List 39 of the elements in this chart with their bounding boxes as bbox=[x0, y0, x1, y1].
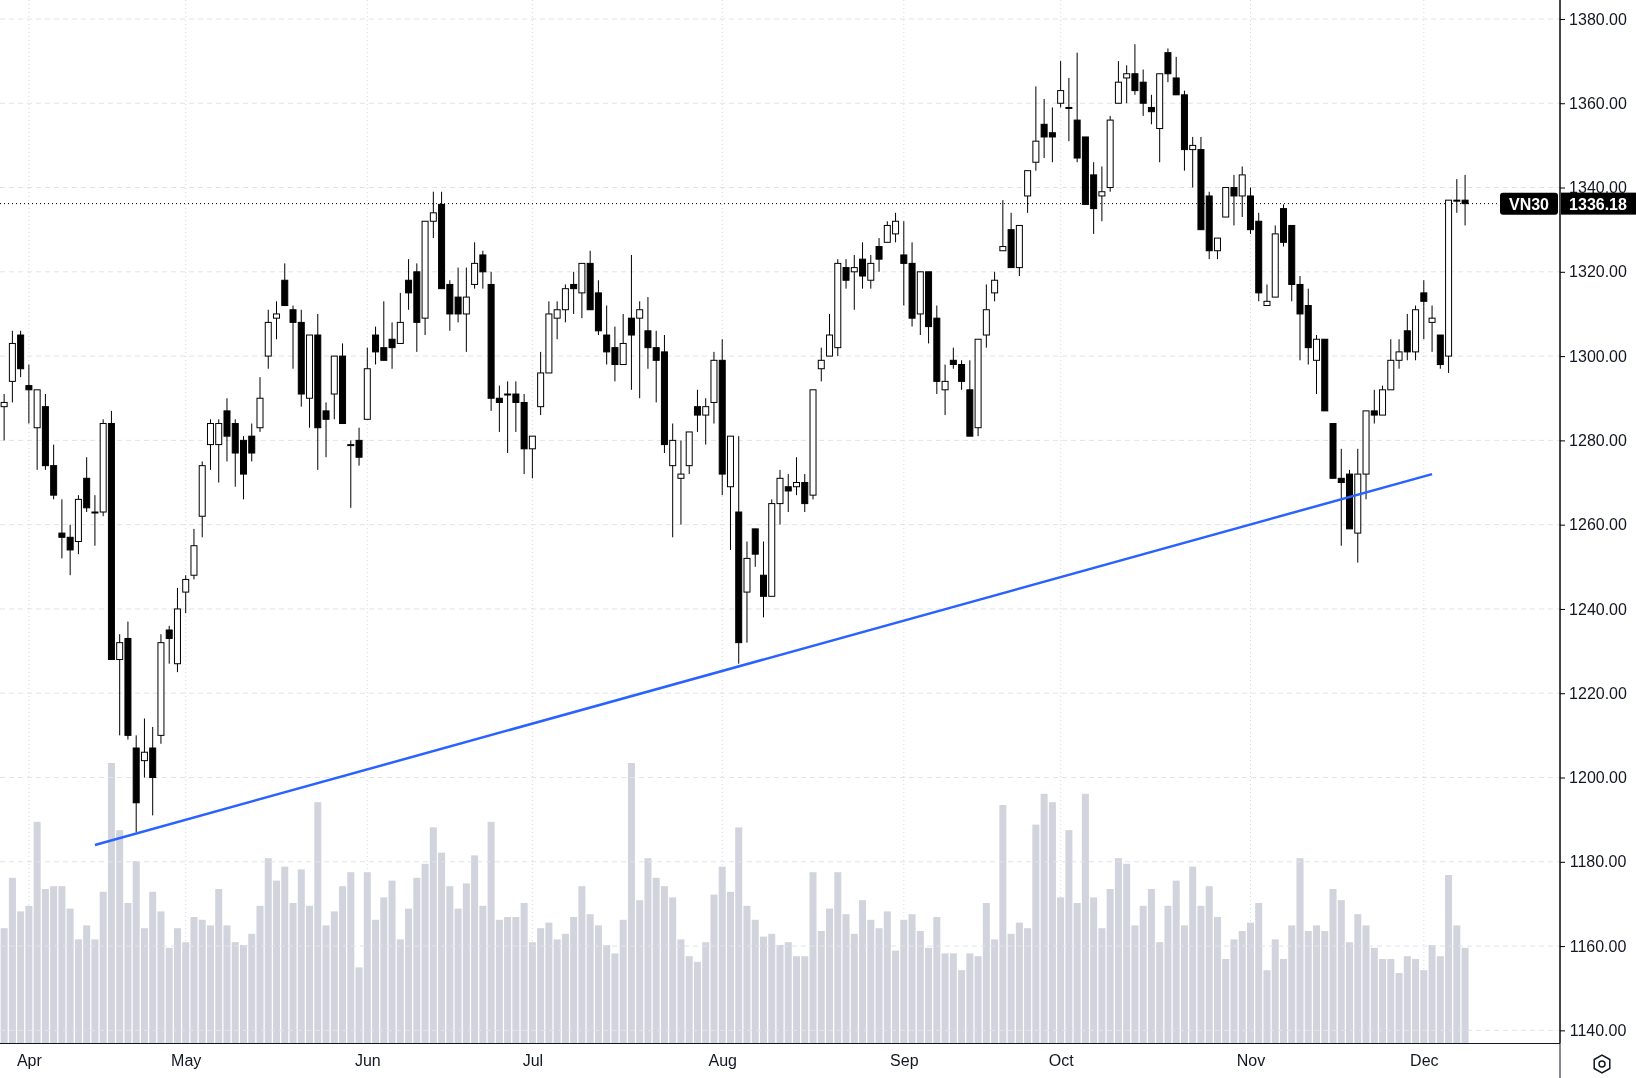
x-tick-label: Apr bbox=[16, 1052, 43, 1070]
y-tick-label: 1200.00 bbox=[1569, 769, 1628, 787]
y-tick-label: 1360.00 bbox=[1569, 94, 1628, 112]
y-tick-label: 1220.00 bbox=[1569, 684, 1628, 702]
candlestick bbox=[1428, 305, 1436, 353]
y-tick-label: 1380.00 bbox=[1569, 10, 1628, 28]
candlestick bbox=[817, 347, 825, 382]
y-tick-label: 1280.00 bbox=[1569, 432, 1628, 449]
y-tick-label: 1340.00 bbox=[1569, 179, 1628, 197]
x-tick-label: Sep bbox=[890, 1052, 919, 1070]
x-tick-label: Oct bbox=[1048, 1052, 1075, 1070]
candlestick bbox=[1420, 279, 1428, 340]
candlestick bbox=[0, 393, 8, 441]
candlestick bbox=[1263, 283, 1271, 307]
y-tick-label: 1320.00 bbox=[1569, 263, 1628, 281]
y-tick-label: 1240.00 bbox=[1569, 600, 1628, 618]
ref-line-label: 1336.18 bbox=[1569, 195, 1628, 213]
candlestick bbox=[991, 271, 999, 302]
candlestick bbox=[1057, 60, 1065, 108]
x-tick-label: May bbox=[171, 1052, 202, 1070]
y-tick-label: 1140.00 bbox=[1569, 1021, 1627, 1039]
x-tick-label: Jun bbox=[354, 1052, 381, 1070]
x-tick-label: Dec bbox=[1410, 1052, 1439, 1070]
candlestick bbox=[677, 439, 685, 526]
candlestick bbox=[273, 300, 281, 340]
candlestick bbox=[1065, 77, 1073, 142]
y-tick-label: 1160.00 bbox=[1569, 937, 1627, 955]
candlestick bbox=[182, 574, 190, 614]
x-tick-label: Jul bbox=[522, 1052, 544, 1070]
bar bbox=[1461, 947, 1469, 1043]
y-tick-label: 1300.00 bbox=[1569, 347, 1628, 365]
x-tick-label: Aug bbox=[708, 1052, 737, 1070]
candlestick bbox=[1114, 60, 1122, 104]
candlestick bbox=[875, 237, 883, 273]
x-tick-label: Nov bbox=[1236, 1052, 1266, 1070]
text: VN30 bbox=[1508, 195, 1550, 213]
candlestick bbox=[1032, 85, 1040, 172]
y-tick-label: 1260.00 bbox=[1569, 516, 1628, 534]
y-tick-label: 1180.00 bbox=[1569, 853, 1627, 871]
